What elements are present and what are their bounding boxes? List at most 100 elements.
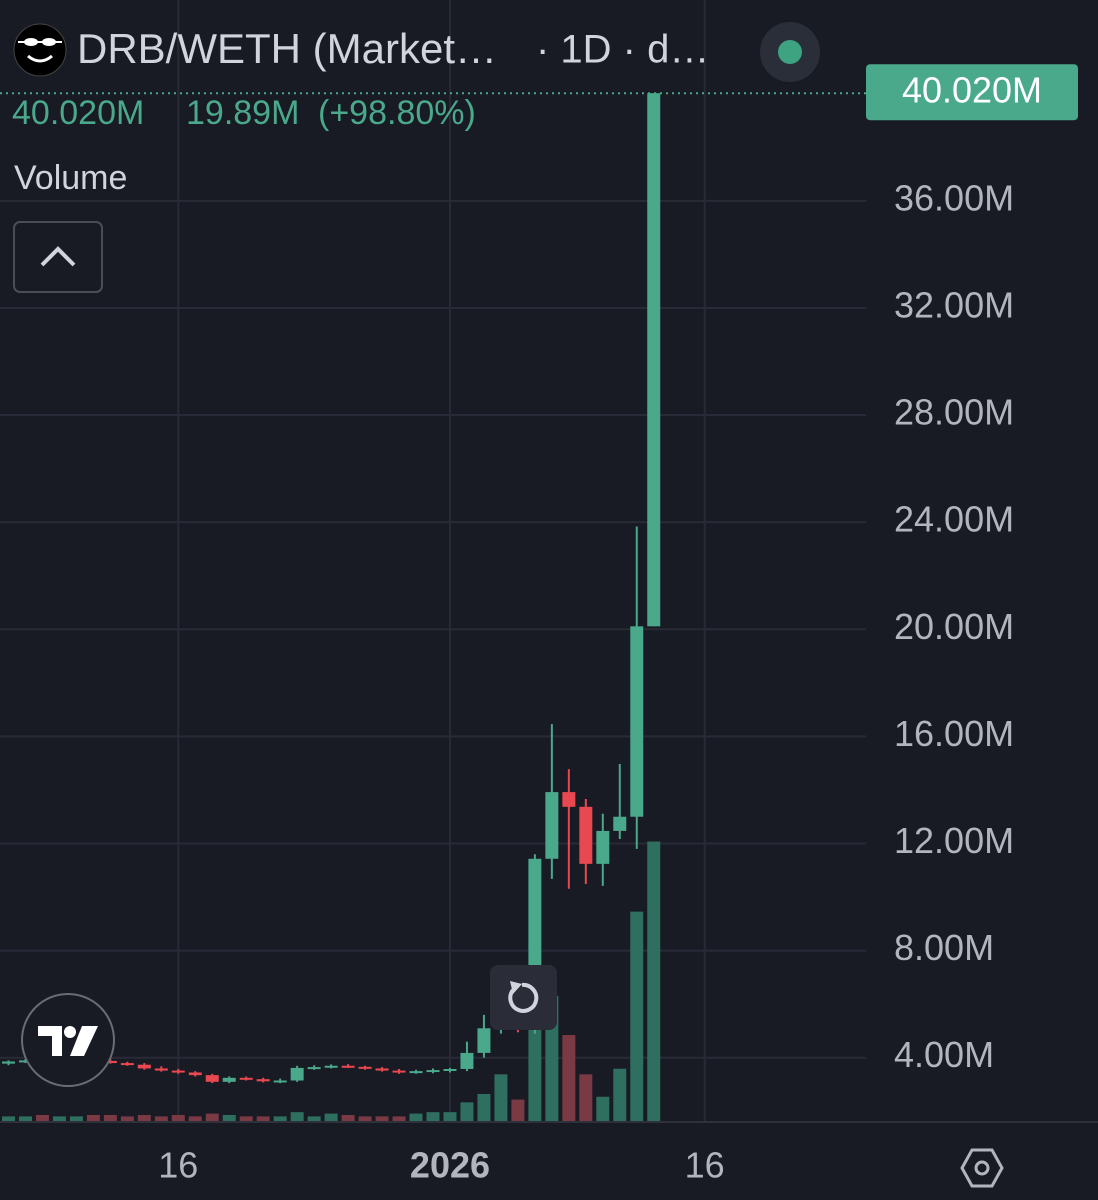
candle-body: [545, 792, 559, 859]
volume-bar: [239, 1116, 253, 1122]
candle-body: [375, 1068, 389, 1071]
y-tick-label: 36.00M: [894, 177, 1014, 218]
candle-body: [460, 1052, 474, 1069]
volume-bar: [171, 1114, 185, 1122]
collapse-button[interactable]: [13, 221, 103, 293]
candle-body: [596, 830, 610, 864]
volume-bar: [307, 1116, 321, 1122]
tradingview-logo[interactable]: [21, 993, 115, 1087]
axis-labels: 4.00M 8.00M 12.00M 16.00M 20.00M 24.00M 28.00M…: [158, 177, 1014, 1185]
y-tick-label: 8.00M: [894, 927, 994, 968]
candle-body: [358, 1066, 372, 1069]
candle-body: [18, 1060, 32, 1063]
volume-bar: [426, 1112, 440, 1122]
volume-bar: [596, 1096, 610, 1122]
candle-body: [630, 626, 644, 817]
volume-bars: [1, 841, 661, 1122]
y-tick-label: 32.00M: [894, 284, 1014, 325]
volume-bar: [1, 1116, 15, 1122]
volume-bar: [86, 1114, 100, 1122]
volume-label: Volume: [14, 159, 127, 197]
candle-body: [443, 1068, 457, 1071]
volume-bar: [392, 1116, 406, 1122]
header-change: 19.89M: [186, 94, 299, 132]
volume-bar: [647, 841, 661, 1122]
candle-body: [171, 1070, 185, 1073]
candle-body: [256, 1079, 270, 1082]
candle-body: [307, 1067, 321, 1070]
candle-body: [188, 1072, 202, 1076]
volume-bar: [528, 1009, 542, 1122]
y-tick-label: 4.00M: [894, 1034, 994, 1075]
candle-body: [562, 792, 576, 807]
y-tick-label: 20.00M: [894, 606, 1014, 647]
volume-bar: [477, 1093, 491, 1122]
price-tag: 40.020M: [0, 64, 1078, 121]
volume-bar: [69, 1116, 83, 1122]
y-tick-label: 24.00M: [894, 499, 1014, 540]
x-tick-label: 16: [685, 1145, 725, 1186]
volume-bar: [120, 1116, 134, 1122]
volume-bar: [103, 1114, 117, 1122]
volume-bar: [35, 1114, 49, 1122]
candle-body: [426, 1070, 440, 1073]
candle-body: [1, 1061, 15, 1064]
volume-bar: [409, 1113, 423, 1122]
candle-body: [647, 93, 661, 627]
candle-body: [392, 1070, 406, 1073]
volume-bar: [630, 911, 644, 1122]
volume-bar: [256, 1116, 270, 1122]
candle-body: [613, 816, 627, 831]
volume-bar: [494, 1074, 508, 1122]
volume-bar: [273, 1116, 287, 1122]
volume-bar: [341, 1114, 355, 1122]
candle-body: [341, 1065, 355, 1068]
grid: [0, 0, 866, 1122]
interval: · 1D · d…: [536, 28, 709, 72]
last-price-label: 40.020M: [902, 70, 1042, 111]
candle-body: [222, 1077, 236, 1082]
candle-body: [120, 1063, 134, 1066]
volume-bar: [18, 1116, 32, 1122]
volume-bar: [358, 1116, 372, 1122]
volume-bar: [443, 1112, 457, 1122]
volume-bar: [154, 1116, 168, 1122]
status-dot: [778, 40, 802, 64]
volume-bar: [613, 1068, 627, 1122]
candle-body: [324, 1065, 338, 1068]
volume-bar: [290, 1112, 304, 1122]
volume-bar: [562, 1035, 576, 1122]
candle-body: [273, 1080, 287, 1083]
volume-bar: [188, 1116, 202, 1122]
candle-body: [239, 1077, 253, 1080]
x-tick-label: 2026: [410, 1145, 490, 1186]
volume-bar: [324, 1113, 338, 1122]
settings-button[interactable]: [960, 1148, 1004, 1188]
header-change-percent: (+98.80%): [318, 94, 476, 132]
volume-bar: [511, 1099, 525, 1122]
candle-body: [137, 1064, 151, 1069]
candle-body: [579, 806, 593, 864]
header-price: 40.020M: [12, 94, 144, 132]
candle-body: [103, 1060, 117, 1064]
volume-bar: [205, 1113, 219, 1122]
reset-button[interactable]: [490, 965, 557, 1030]
candle-body: [205, 1075, 219, 1082]
candle-body: [409, 1071, 423, 1074]
volume-bar: [579, 1074, 593, 1122]
volume-bar: [375, 1116, 389, 1122]
x-tick-label: 16: [158, 1145, 198, 1186]
y-tick-label: 28.00M: [894, 392, 1014, 433]
volume-bar: [222, 1114, 236, 1122]
candle-body: [154, 1068, 168, 1071]
candle-body: [290, 1067, 304, 1081]
volume-bar: [137, 1114, 151, 1122]
symbol-logo: [13, 23, 67, 77]
candle-body: [477, 1028, 491, 1053]
volume-bar: [52, 1116, 66, 1122]
y-tick-label: 16.00M: [894, 713, 1014, 754]
volume-bar: [460, 1102, 474, 1122]
last-price-box: [866, 64, 1078, 121]
